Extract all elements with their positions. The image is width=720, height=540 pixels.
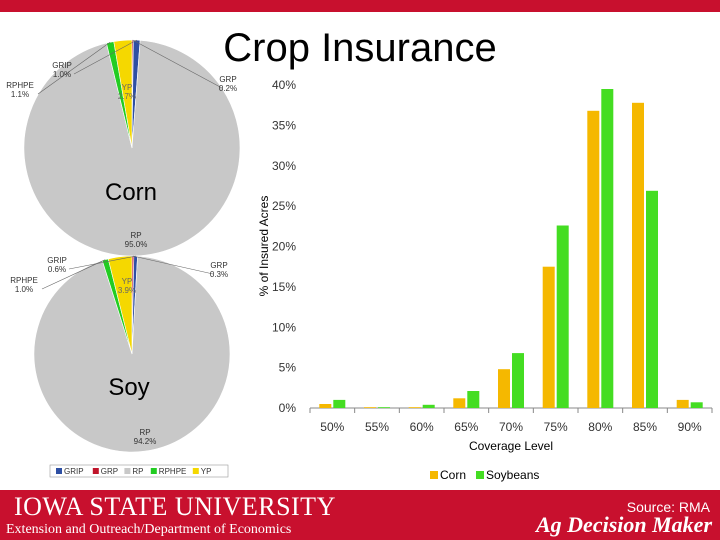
pie-legend-label-rphpe: RPHPE: [159, 467, 187, 476]
bar-soybeans-3: [467, 391, 480, 408]
bar-soybeans-6: [601, 89, 614, 408]
bar-legend-label-corn: Corn: [440, 468, 466, 482]
pie-label-soy-grip: GRIP: [47, 256, 67, 265]
department-name: Extension and Outreach/Department of Eco…: [6, 522, 292, 537]
bar-soybeans-8: [690, 402, 703, 408]
pie-value-corn-rp: 95.0%: [125, 240, 148, 249]
pie-leader-soy-rphpe: [41, 259, 106, 290]
pie-leader-corn-grp: [132, 39, 223, 89]
pie-value-soy-rphpe: 1.0%: [15, 285, 33, 294]
y-tick-label-0: 0%: [279, 401, 297, 415]
pie-title-corn: Corn: [105, 179, 157, 206]
bar-soybeans-5: [556, 225, 569, 408]
y-tick-label-4: 20%: [272, 240, 296, 254]
pie-value-corn-grp: 0.2%: [219, 84, 237, 93]
pie-slice-corn-rp: [23, 39, 241, 257]
pie-label-corn-grip: GRIP: [52, 61, 72, 70]
pie-legend-swatch-rphpe: [150, 468, 157, 474]
bar-corn-8: [676, 399, 689, 408]
pie-leader-corn-rphpe: [37, 41, 111, 95]
x-tick-label-3: 65%: [454, 420, 478, 434]
pie-legend-label-grp: GRP: [101, 467, 118, 476]
pie-slice-soy-rp: [33, 255, 231, 453]
pie-leader-soy-grip: [68, 255, 136, 270]
bar-corn-4: [498, 369, 510, 408]
y-tick-label-2: 10%: [272, 320, 296, 334]
bar-corn-2: [408, 407, 421, 408]
x-tick-label-2: 60%: [410, 420, 434, 434]
x-axis-title: Coverage Level: [469, 439, 553, 453]
x-tick-label-8: 90%: [678, 420, 702, 434]
pie-label-corn-yp: YP: [122, 83, 133, 92]
pie-value-corn-rphpe: 1.1%: [11, 90, 29, 99]
pie-legend-swatch-yp: [192, 468, 199, 474]
pie-label-corn-rphpe: RPHPE: [6, 81, 34, 90]
pie-label-soy-rp: RP: [139, 428, 150, 437]
y-tick-label-6: 30%: [272, 159, 296, 173]
y-tick-label-3: 15%: [272, 280, 296, 294]
page-title: Crop Insurance: [223, 26, 497, 70]
brand-name: Ag Decision Maker: [536, 512, 712, 537]
top-accent-bar: [0, 0, 720, 12]
pie-value-soy-grip: 0.6%: [48, 265, 66, 274]
y-tick-label-5: 25%: [272, 199, 296, 213]
bar-soybeans-1: [378, 407, 390, 408]
pie-legend-swatch-grip: [56, 468, 62, 474]
y-tick-label-8: 40%: [272, 78, 296, 92]
bar-legend-label-soybeans: Soybeans: [486, 468, 539, 482]
pie-label-soy-yp: YP: [122, 277, 133, 286]
pie-value-corn-yp: 2.7%: [118, 92, 136, 101]
x-tick-label-4: 70%: [499, 420, 523, 434]
y-tick-label-7: 35%: [272, 118, 296, 132]
pie-legend-label-grip: GRIP: [64, 467, 84, 476]
pie-label-corn-grp: GRP: [219, 75, 236, 84]
pie-slice-corn-yp: [113, 39, 133, 149]
footer-bar: IOWA STATE UNIVERSITY Extension and Outr…: [0, 490, 720, 540]
pie-slice-soy-yp: [107, 255, 133, 355]
pie-value-corn-grip: 1.0%: [53, 70, 71, 79]
bar-legend-swatch-soybeans: [476, 471, 484, 479]
bar-soybeans-7: [646, 190, 658, 408]
pie-value-soy-grp: 0.3%: [210, 270, 228, 279]
pie-leader-soy-grp: [132, 255, 214, 275]
pie-leader-corn-grip: [73, 39, 137, 75]
bar-corn-1: [364, 407, 376, 408]
bar-corn-0: [319, 404, 332, 408]
x-tick-label-6: 80%: [588, 420, 612, 434]
university-name: IOWA STATE UNIVERSITY: [14, 492, 336, 521]
pie-value-soy-yp: 3.9%: [118, 286, 136, 295]
x-tick-label-5: 75%: [544, 420, 568, 434]
pie-legend-label-rp: RP: [132, 467, 143, 476]
source-note: Source: RMA: [626, 499, 710, 515]
pie-legend-label-yp: YP: [201, 467, 212, 476]
bar-corn-5: [542, 266, 555, 408]
pie-legend-swatch-rp: [124, 468, 131, 474]
y-axis-title: % of Insured Acres: [257, 196, 271, 297]
x-tick-label-0: 50%: [320, 420, 344, 434]
y-tick-label-1: 5%: [279, 361, 297, 375]
bar-soybeans-0: [333, 399, 346, 408]
pie-label-corn-rp: RP: [130, 231, 141, 240]
pie-label-soy-grp: GRP: [210, 261, 227, 270]
bar-corn-6: [587, 110, 600, 409]
x-tick-label-7: 85%: [633, 420, 657, 434]
pie-label-soy-rphpe: RPHPE: [10, 276, 38, 285]
bar-legend-swatch-corn: [430, 471, 438, 479]
pie-legend-swatch-grp: [92, 468, 99, 474]
bar-corn-7: [632, 102, 644, 409]
x-tick-label-1: 55%: [365, 420, 389, 434]
bar-soybeans-2: [422, 404, 435, 408]
bar-corn-3: [453, 398, 466, 408]
pie-title-soy: Soy: [108, 374, 149, 401]
pie-value-soy-rp: 94.2%: [134, 437, 157, 446]
bar-soybeans-4: [512, 353, 524, 408]
charts-canvas: GRP0.2%GRIP1.0%RP95.0%RPHPE1.1%YP2.7%Cor…: [6, 39, 713, 482]
